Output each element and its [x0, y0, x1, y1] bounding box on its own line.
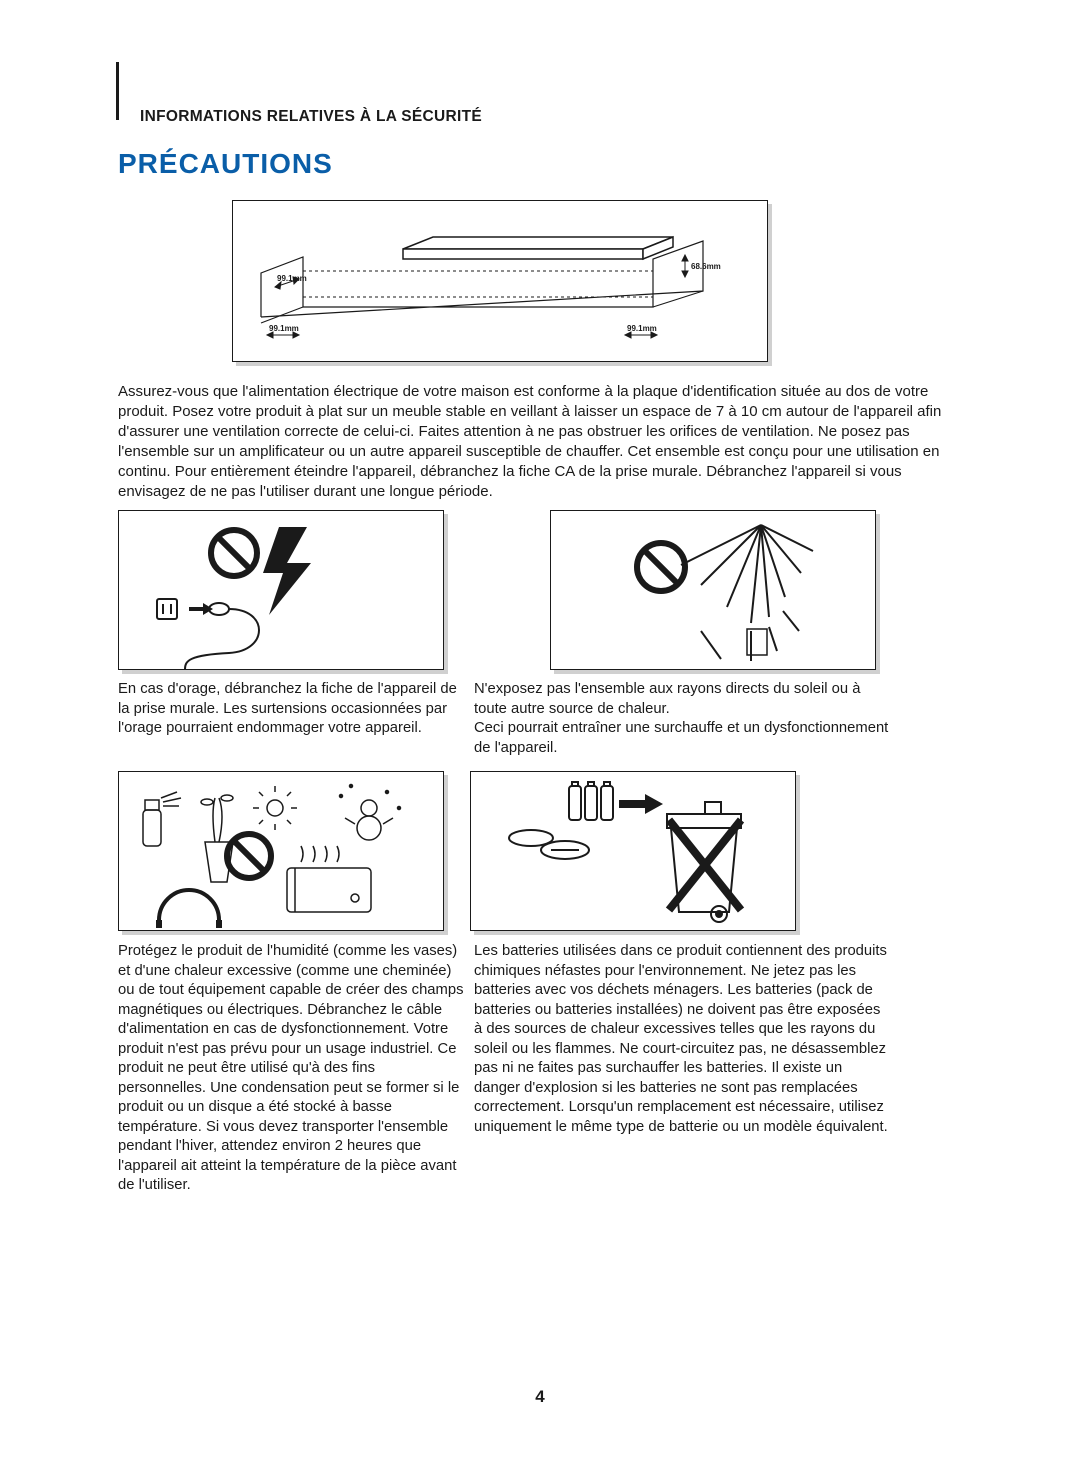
dim-bottom-right: 99.1mm — [627, 324, 657, 333]
dim-right: 68.6mm — [691, 262, 721, 271]
battery-svg — [471, 772, 797, 932]
section-left-rule — [116, 62, 119, 120]
figure-frame — [470, 771, 796, 931]
clearance-svg: 99.1mm 99.1mm 99.1mm 68.6mm — [233, 201, 769, 363]
warning-battery-text: Les batteries utilisées dans ce produit … — [474, 942, 890, 1137]
storm-svg — [119, 511, 445, 671]
dim-bottom-left: 99.1mm — [269, 324, 299, 333]
warning-battery-figure — [470, 771, 796, 931]
diagram-frame: 99.1mm 99.1mm 99.1mm 68.6mm — [232, 200, 768, 362]
figure-frame — [118, 771, 444, 931]
warning-sun-text: N'exposez pas l'ensemble aux rayons dire… — [474, 680, 890, 758]
page-title: PRÉCAUTIONS — [118, 148, 333, 180]
humidity-svg — [119, 772, 445, 932]
page-number: 4 — [0, 1387, 1080, 1407]
manual-page: INFORMATIONS RELATIVES À LA SÉCURITÉ PRÉ… — [0, 0, 1080, 1467]
warning-storm-text: En cas d'orage, débranchez la fiche de l… — [118, 680, 468, 739]
section-label: INFORMATIONS RELATIVES À LA SÉCURITÉ — [140, 108, 482, 126]
warning-humidity-figure — [118, 771, 444, 931]
dim-top-left: 99.1mm — [277, 274, 307, 283]
figure-frame — [550, 510, 876, 670]
warning-humidity-text: Protégez le produit de l'humidité (comme… — [118, 942, 464, 1196]
clearance-diagram: 99.1mm 99.1mm 99.1mm 68.6mm — [232, 200, 768, 362]
intro-paragraph: Assurez-vous que l'alimentation électriq… — [118, 382, 966, 502]
figure-frame — [118, 510, 444, 670]
warning-sun-figure — [550, 510, 876, 670]
warning-storm-figure — [118, 510, 444, 670]
sun-svg — [551, 511, 877, 671]
